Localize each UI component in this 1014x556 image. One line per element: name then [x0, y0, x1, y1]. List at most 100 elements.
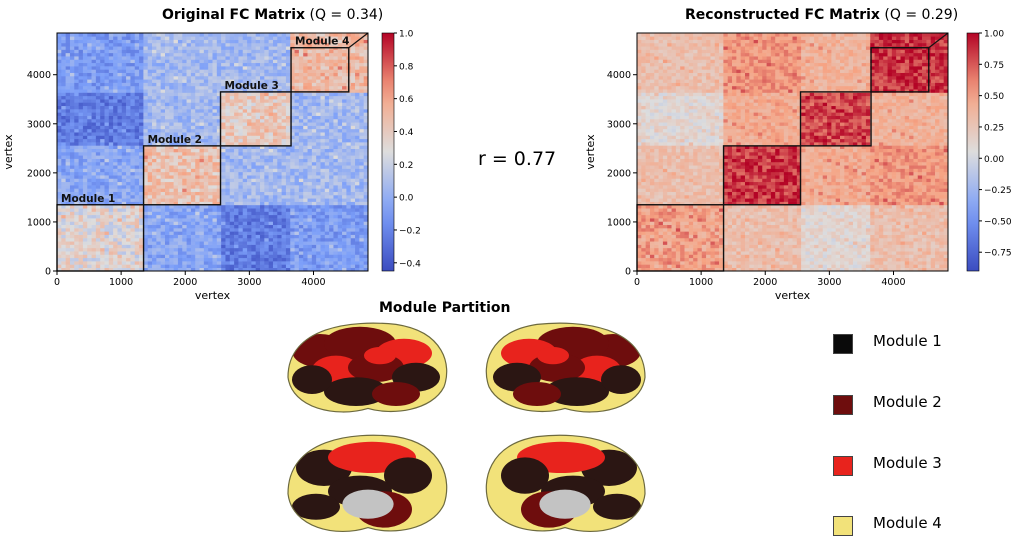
- heatmap-cell: [143, 122, 149, 126]
- heatmap-cell: [272, 257, 278, 262]
- heatmap-cell: [173, 46, 179, 50]
- heatmap-cell: [190, 244, 196, 249]
- heatmap-cell: [78, 69, 84, 73]
- heatmap-cell: [121, 135, 127, 140]
- heatmap-cell: [216, 132, 222, 136]
- heatmap-cell: [298, 218, 304, 222]
- heatmap-cell: [294, 221, 300, 226]
- heatmap-cell: [229, 175, 235, 179]
- heatmap-cell: [82, 257, 88, 262]
- heatmap-cell: [238, 148, 244, 153]
- heatmap-cell: [173, 69, 179, 73]
- heatmap-cell: [342, 105, 347, 110]
- heatmap-cell: [69, 214, 75, 219]
- heatmap-cell: [134, 33, 140, 37]
- heatmap-cell: [134, 112, 140, 116]
- heatmap-cell: [82, 221, 88, 226]
- heatmap-cell: [294, 122, 300, 126]
- heatmap-cell: [130, 241, 136, 245]
- heatmap-cell: [117, 224, 123, 229]
- heatmap-cell: [195, 66, 200, 70]
- heatmap-cell: [113, 254, 118, 259]
- heatmap-cell: [139, 241, 144, 245]
- heatmap-cell: [104, 231, 110, 235]
- heatmap-cell: [272, 109, 278, 113]
- heatmap-cell: [134, 82, 140, 87]
- heatmap-cell: [74, 158, 79, 163]
- heatmap-cell: [307, 188, 313, 192]
- heatmap-cell: [61, 118, 66, 123]
- heatmap-cell: [290, 194, 295, 199]
- heatmap-cell: [316, 237, 321, 242]
- heatmap-cell: [247, 128, 252, 133]
- heatmap-cell: [311, 165, 317, 169]
- heatmap-cell: [169, 155, 174, 159]
- heatmap-cell: [87, 52, 92, 57]
- heatmap-cell: [320, 138, 326, 143]
- heatmap-cell: [108, 66, 114, 70]
- heatmap-cell: [350, 75, 356, 80]
- heatmap-cell: [57, 168, 62, 173]
- heatmap-cell: [294, 237, 300, 242]
- heatmap-cell: [156, 221, 161, 226]
- heatmap-cell: [311, 118, 317, 123]
- heatmap-cell: [199, 138, 205, 143]
- heatmap-cell: [130, 231, 136, 235]
- heatmap-cell: [285, 125, 291, 130]
- heatmap-cell: [126, 237, 131, 242]
- heatmap-cell: [186, 42, 192, 47]
- heatmap-cell: [199, 95, 205, 100]
- heatmap-cell: [311, 138, 317, 143]
- heatmap-cell: [182, 254, 187, 259]
- heatmap-cell: [104, 118, 110, 123]
- heatmap-cell: [190, 158, 196, 163]
- heatmap-cell: [104, 208, 110, 212]
- heatmap-cell: [177, 221, 183, 226]
- heatmap-cell: [113, 181, 118, 186]
- heatmap-cell: [173, 165, 179, 169]
- heatmap-cell: [164, 161, 170, 166]
- heatmap-cell: [234, 218, 239, 222]
- heatmap-cell: [329, 39, 334, 44]
- heatmap-cell: [294, 115, 300, 120]
- heatmap-cell: [247, 125, 252, 130]
- heatmap-cell: [74, 194, 79, 199]
- heatmap-cell: [268, 132, 274, 136]
- heatmap-cell: [242, 36, 248, 40]
- heatmap-cell: [333, 171, 339, 176]
- heatmap-cell: [61, 125, 66, 130]
- heatmap-cell: [337, 204, 343, 209]
- heatmap-cell: [303, 218, 308, 222]
- heatmap-cell: [195, 188, 200, 192]
- heatmap-cell: [100, 244, 105, 249]
- heatmap-cell: [303, 142, 308, 146]
- heatmap-cell: [74, 142, 79, 146]
- heatmap-cell: [229, 234, 235, 239]
- heatmap-cell: [108, 155, 114, 159]
- heatmap-cell: [134, 128, 140, 133]
- heatmap-cell: [290, 69, 295, 73]
- heatmap-cell: [104, 36, 110, 40]
- heatmap-cell: [57, 92, 62, 97]
- heatmap-cell: [82, 82, 88, 87]
- heatmap-cell: [221, 247, 226, 252]
- heatmap-cell: [333, 208, 339, 212]
- heatmap-cell: [264, 257, 269, 262]
- heatmap-cell: [177, 75, 183, 80]
- heatmap-cell: [113, 247, 118, 252]
- heatmap-cell: [173, 36, 179, 40]
- heatmap-cell: [195, 132, 200, 136]
- heatmap-cell: [216, 218, 222, 222]
- heatmap-cell: [195, 251, 200, 255]
- heatmap-cell: [264, 181, 269, 186]
- heatmap-cell: [177, 128, 183, 133]
- heatmap-cell: [298, 178, 304, 183]
- heatmap-cell: [216, 158, 222, 163]
- heatmap-cell: [169, 49, 174, 54]
- heatmap-cell: [298, 201, 304, 206]
- heatmap-cell: [173, 138, 179, 143]
- heatmap-cell: [91, 191, 97, 196]
- heatmap-cell: [57, 69, 62, 73]
- heatmap-cell: [74, 171, 79, 176]
- heatmap-cell: [285, 79, 291, 83]
